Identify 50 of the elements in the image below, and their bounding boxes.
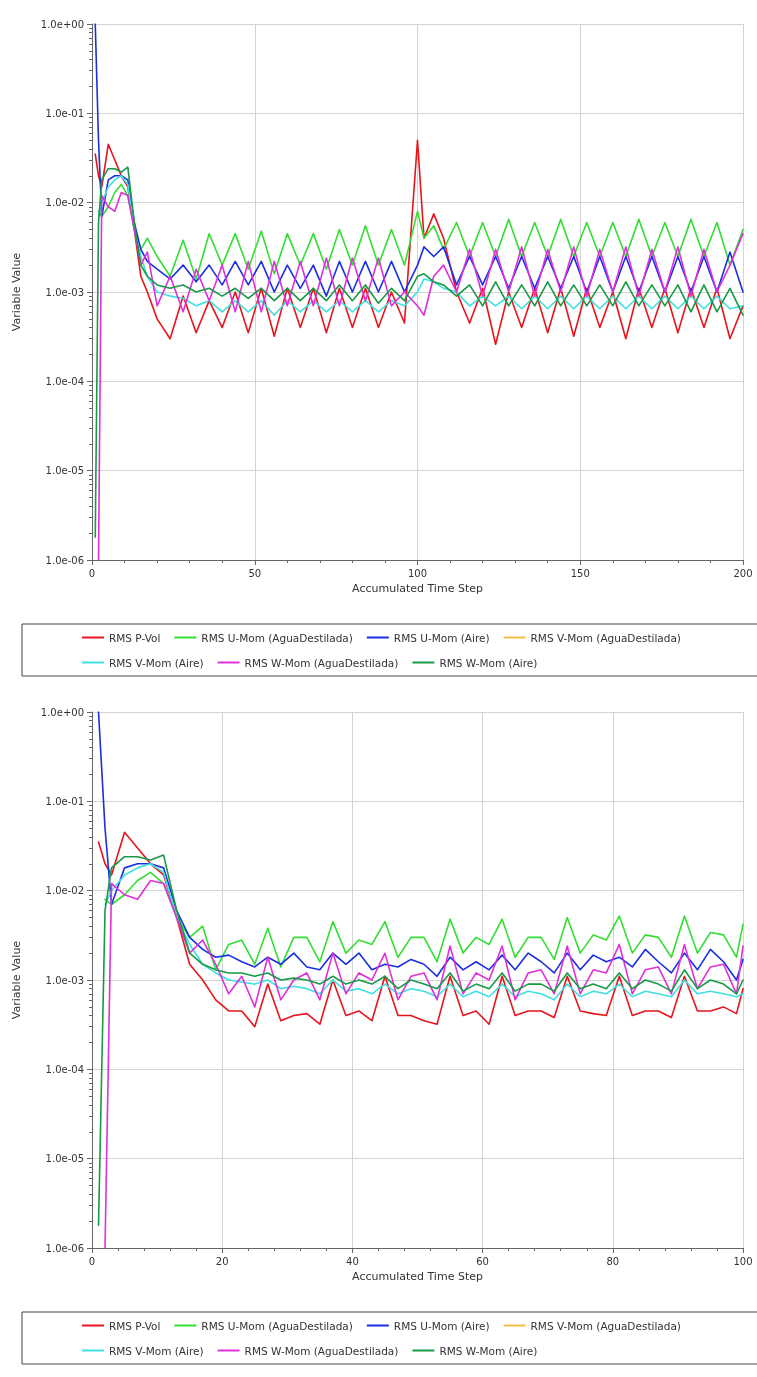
legend-label: RMS U-Mom (AguaDestilada) bbox=[201, 1319, 353, 1332]
x-tick-label: 50 bbox=[248, 567, 262, 579]
y-tick-label: 1.0e-06 bbox=[45, 1242, 84, 1254]
legend-label: RMS W-Mom (AguaDestilada) bbox=[244, 656, 399, 669]
x-tick-label: 60 bbox=[476, 1255, 489, 1267]
legend-label: RMS W-Mom (AguaDestilada) bbox=[244, 1344, 399, 1357]
line-series bbox=[94, 139, 744, 346]
y-tick-label: 1.0e-03 bbox=[45, 286, 84, 298]
y-tick-label: 1.0e-04 bbox=[45, 375, 84, 387]
x-tick-label: 150 bbox=[570, 567, 590, 579]
x-axis-title: Accumulated Time Step bbox=[352, 1269, 483, 1283]
x-axis-title: Accumulated Time Step bbox=[352, 581, 483, 595]
legend-label: RMS V-Mom (Aire) bbox=[109, 656, 204, 669]
line-series bbox=[97, 174, 744, 316]
x-tick-label: 100 bbox=[733, 1255, 753, 1267]
legend-label: RMS V-Mom (Aire) bbox=[109, 1344, 204, 1357]
line-series bbox=[97, 183, 744, 280]
y-tick-label: 1.0e-03 bbox=[45, 974, 84, 986]
y-tick-label: 1.0e+00 bbox=[40, 18, 84, 30]
line-series bbox=[97, 831, 744, 1028]
x-tick-label: 40 bbox=[346, 1255, 359, 1267]
line-series bbox=[104, 871, 744, 971]
y-tick-label: 1.0e-01 bbox=[45, 107, 84, 119]
y-tick-label: 1.0e-02 bbox=[45, 197, 84, 209]
y-tick-label: 1.0e-05 bbox=[45, 1153, 84, 1165]
y-axis-title: Variable Value bbox=[10, 252, 23, 332]
legend-label: RMS W-Mom (Aire) bbox=[439, 656, 538, 669]
x-tick-label: 0 bbox=[88, 1255, 96, 1267]
legend-label: RMS U-Mom (Aire) bbox=[393, 1319, 490, 1332]
y-tick-label: 1.0e-05 bbox=[45, 465, 84, 477]
y-tick-label: 1.0e-02 bbox=[45, 885, 84, 897]
line-series bbox=[97, 711, 744, 981]
y-tick-label: 1.0e-06 bbox=[45, 554, 84, 566]
legend-label: RMS V-Mom (AguaDestilada) bbox=[530, 1319, 681, 1332]
line-series bbox=[104, 862, 744, 1001]
legend-label: RMS W-Mom (Aire) bbox=[439, 1344, 538, 1357]
x-tick-label: 20 bbox=[215, 1255, 229, 1267]
legend-label: RMS P-Vol bbox=[109, 631, 161, 644]
legend-label: RMS U-Mom (AguaDestilada) bbox=[201, 631, 353, 644]
x-tick-label: 0 bbox=[88, 567, 96, 579]
y-tick-label: 1.0e-04 bbox=[45, 1063, 84, 1075]
y-tick-label: 1.0e-01 bbox=[45, 795, 84, 807]
legend-label: RMS U-Mom (Aire) bbox=[393, 631, 490, 644]
legend-label: RMS V-Mom (AguaDestilada) bbox=[530, 631, 681, 644]
y-tick-label: 1.0e+00 bbox=[40, 706, 84, 718]
y-axis-title: Variable Value bbox=[10, 940, 23, 1020]
x-tick-label: 200 bbox=[733, 567, 753, 579]
x-tick-label: 80 bbox=[606, 1255, 620, 1267]
x-tick-label: 100 bbox=[407, 567, 428, 579]
legend-label: RMS P-Vol bbox=[109, 1319, 161, 1332]
